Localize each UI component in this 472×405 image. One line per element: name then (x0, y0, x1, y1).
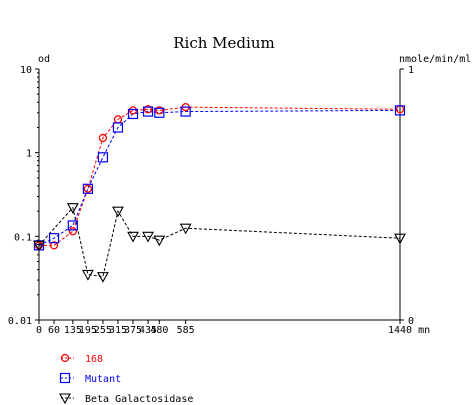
data-point (83, 184, 93, 193)
data-point (82, 183, 93, 194)
data-point (154, 107, 165, 118)
data-point (127, 231, 139, 243)
chart-title: Rich Medium (173, 34, 274, 52)
right-axis-label: nmole/min/ml (399, 54, 471, 65)
series-line-beta-galactosidase (38, 206, 401, 278)
legend-marker (59, 393, 71, 405)
data-point (112, 206, 124, 218)
data-point (127, 108, 139, 120)
data-point (142, 231, 154, 243)
legend-label: 168 (85, 354, 103, 365)
right-axis-tick-label: 1 (408, 65, 414, 76)
series-line-mutant (38, 109, 401, 246)
right-axis-tick-label: 0 (408, 316, 414, 327)
x-axis-tick-label: 315 (109, 325, 127, 336)
legend: 168 Mutant Beta Galactosidase (59, 353, 193, 405)
x-axis-tick-label: 1440 mn (388, 325, 430, 336)
data-point (155, 106, 164, 115)
legend-marker (60, 353, 70, 363)
legend-label: Beta Galactosidase (85, 394, 193, 405)
x-axis-tick-label: 435 (139, 325, 157, 336)
x-axis-tick-label: 195 (79, 325, 97, 336)
plot-area (33, 102, 406, 283)
left-axis-tick-label: 0.1 (14, 232, 32, 243)
series-line-168 (39, 106, 401, 246)
data-point (128, 106, 138, 115)
data-point (112, 122, 124, 133)
x-axis-tick-label: 255 (94, 325, 112, 336)
data-point (142, 106, 154, 117)
legend-marker (59, 372, 71, 384)
legend-label: Mutant (85, 374, 121, 385)
data-point (394, 233, 406, 245)
data-point (394, 105, 406, 116)
data-point (33, 240, 45, 252)
data-point (143, 105, 153, 114)
data-point (97, 152, 109, 163)
data-point (49, 241, 59, 250)
left-axis-tick-label: 0.01 (8, 316, 32, 327)
left-axis-tick-label: 1 (26, 149, 32, 160)
data-point (48, 233, 60, 244)
x-axis-tick-label: 135 (64, 325, 82, 336)
data-point (153, 235, 166, 247)
data-point (179, 223, 192, 235)
left-axis-tick-label: 10 (20, 65, 32, 76)
x-axis-tick-label: 375 (124, 325, 142, 336)
x-axis-tick-label: 480 (150, 325, 168, 336)
data-point (67, 220, 78, 231)
data-point (81, 269, 94, 281)
data-point (66, 203, 79, 214)
data-point (68, 227, 77, 236)
data-point (96, 272, 109, 283)
x-axis-tick-label: 585 (177, 325, 195, 336)
data-point (98, 133, 108, 143)
x-axis-tick-label: 0 (36, 325, 42, 336)
data-point (180, 106, 191, 117)
x-axis-tick-label: 60 (48, 325, 60, 336)
left-axis-label: od (38, 54, 50, 65)
